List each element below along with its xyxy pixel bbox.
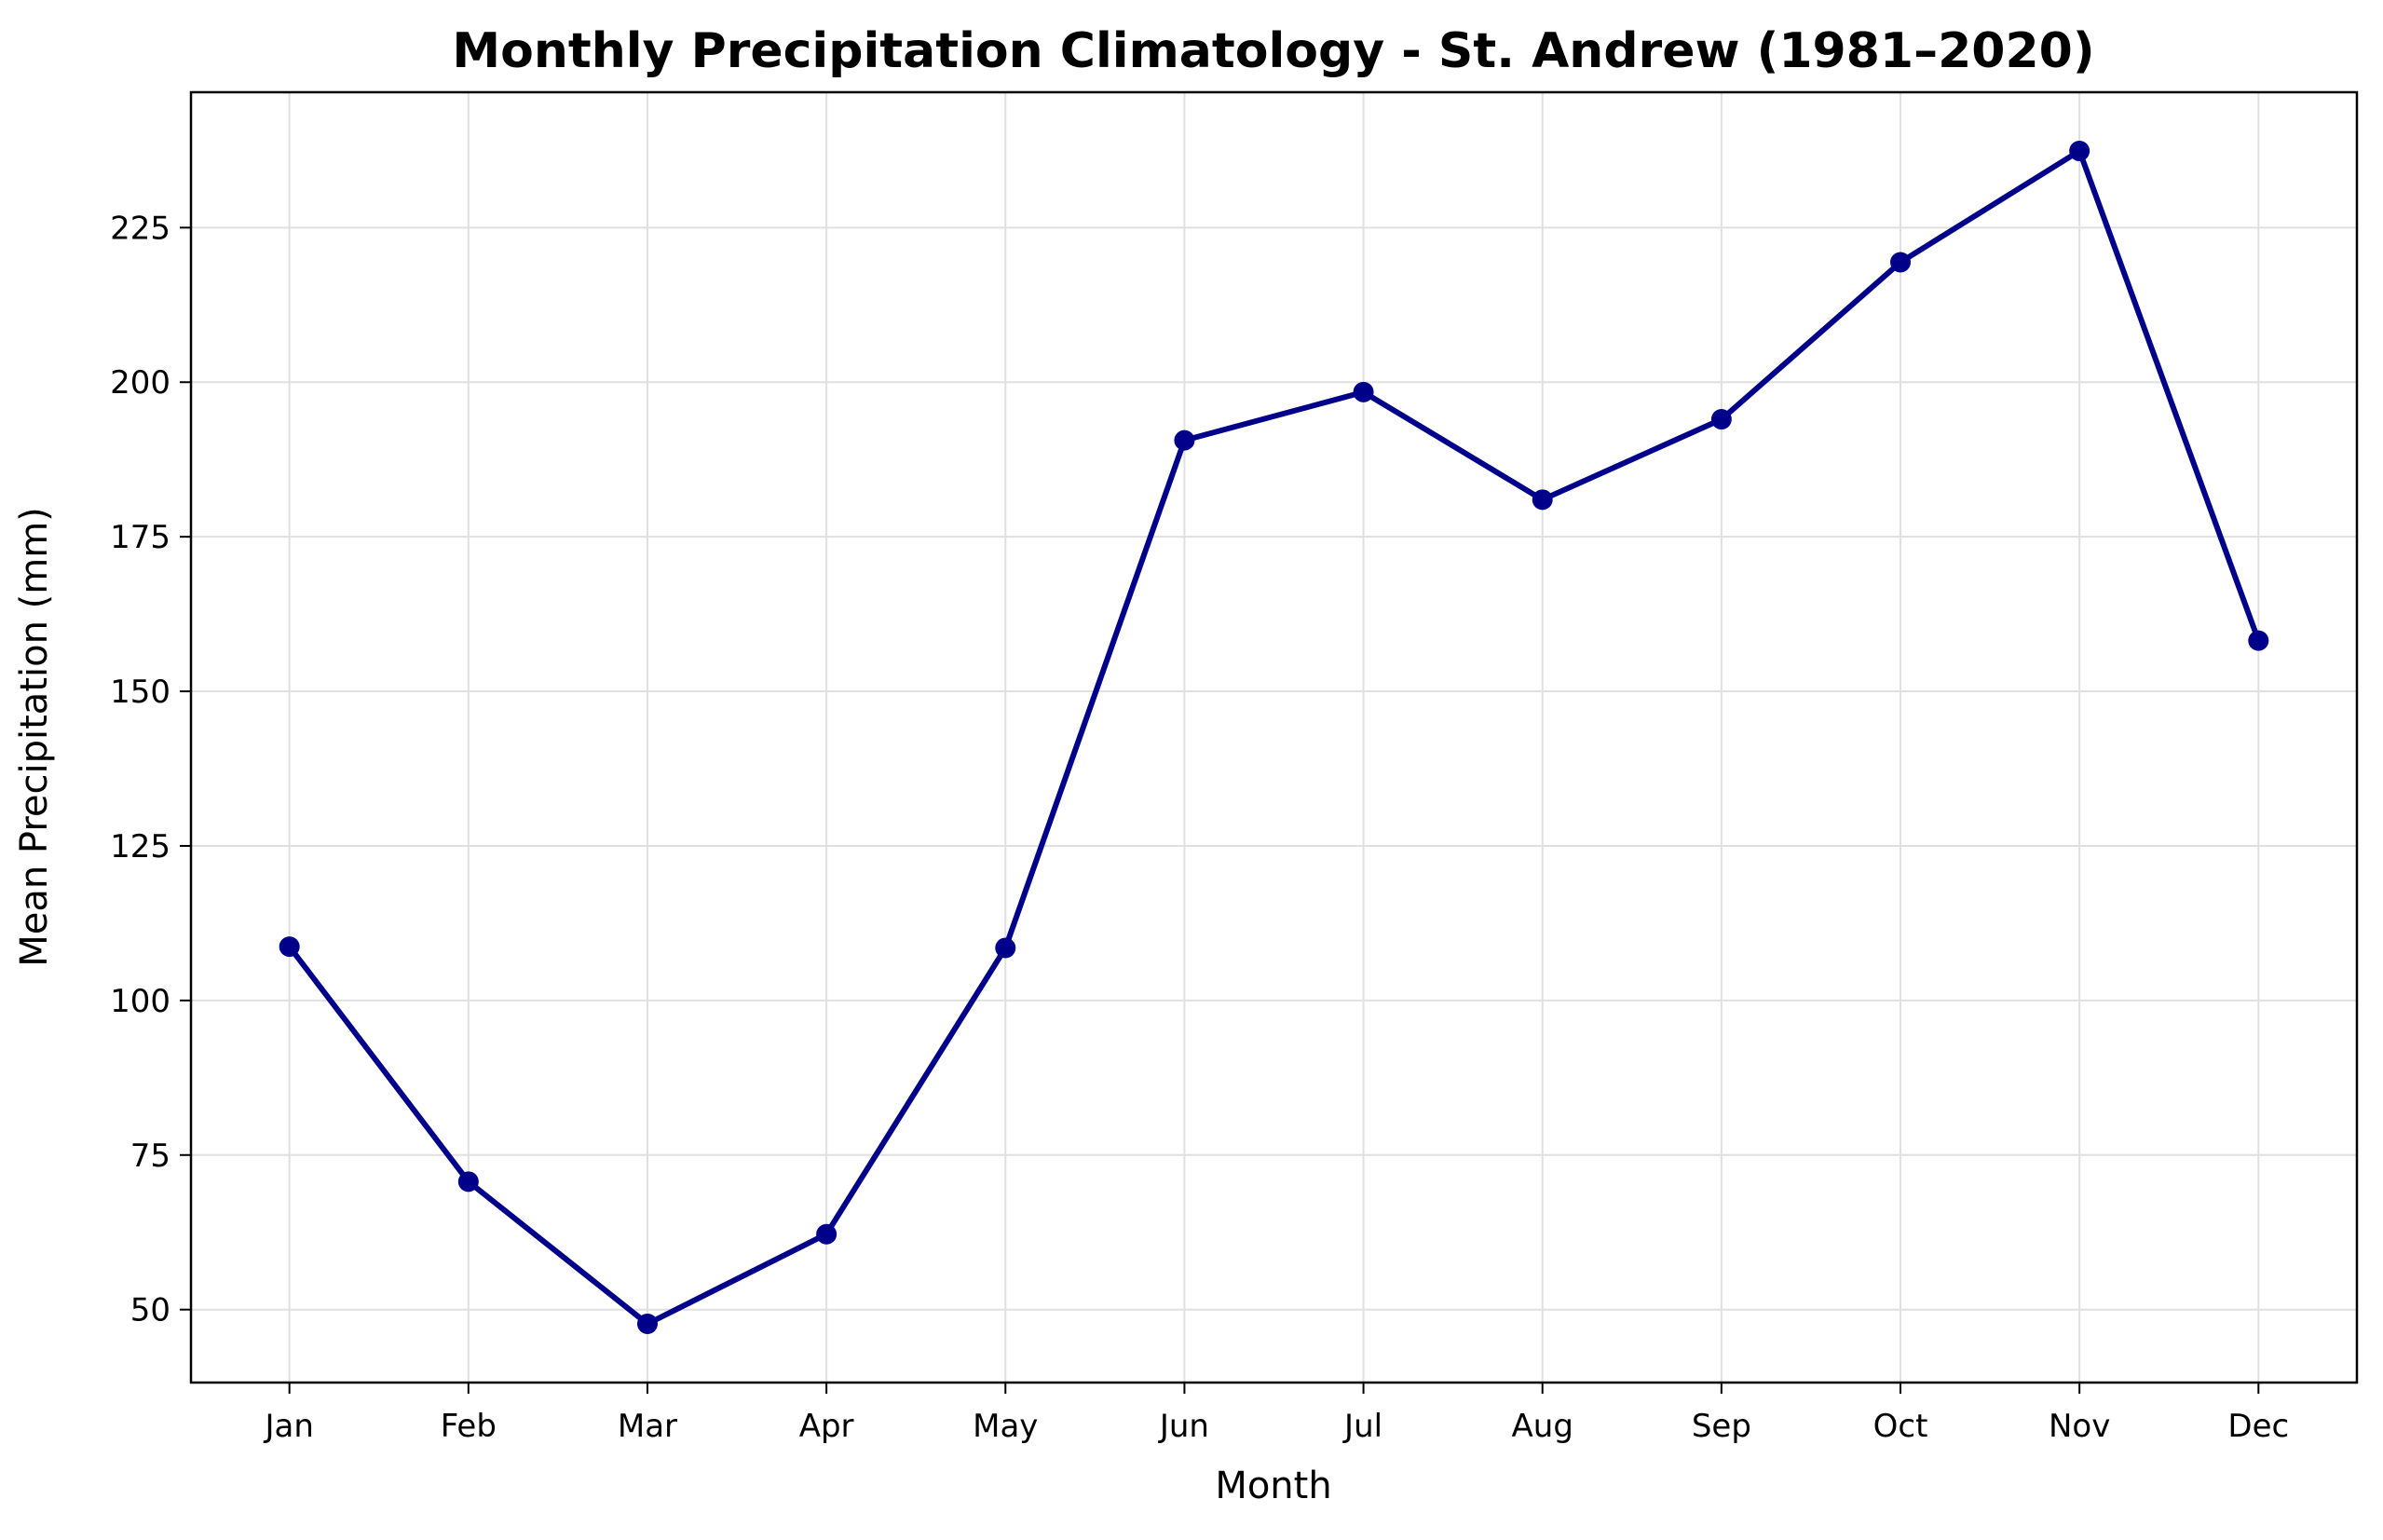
data-point xyxy=(1532,489,1553,511)
data-point xyxy=(2069,141,2090,162)
x-tick-label: Mar xyxy=(618,1408,677,1445)
x-tick-label: Jul xyxy=(1342,1408,1382,1445)
data-point xyxy=(2248,630,2269,651)
data-point xyxy=(1353,381,1374,402)
x-tick-label: Oct xyxy=(1873,1408,1928,1445)
data-point xyxy=(1710,409,1732,430)
x-tick-label: Jun xyxy=(1158,1408,1209,1445)
x-tick-label: Dec xyxy=(2227,1408,2289,1445)
data-point xyxy=(1890,252,1912,273)
data-point xyxy=(1174,429,1195,451)
x-tick-label: Aug xyxy=(1512,1408,1573,1445)
x-tick-label: Apr xyxy=(799,1408,854,1445)
axis-ticks: Jan Feb Mar Apr May Jun Jul Aug Sep Oct Nov Dec 50 75… xyxy=(110,210,2289,1445)
data-point xyxy=(279,936,300,958)
x-tick-label: Nov xyxy=(2049,1408,2110,1445)
x-tick-label: Jan xyxy=(263,1408,313,1445)
x-tick-label: Sep xyxy=(1692,1408,1751,1445)
y-tick-label: 175 xyxy=(110,519,170,556)
x-tick-label: May xyxy=(973,1408,1038,1445)
data-point xyxy=(457,1171,479,1192)
data-point xyxy=(995,937,1016,959)
y-tick-label: 200 xyxy=(110,364,170,402)
x-tick-label: Feb xyxy=(441,1408,497,1445)
y-tick-label: 75 xyxy=(130,1138,170,1175)
plot-area-frame xyxy=(189,90,2359,1384)
y-tick-label: 225 xyxy=(110,210,170,247)
x-axis-label: Month xyxy=(1215,1465,1331,1507)
series-layer xyxy=(279,141,2269,1334)
y-tick-label: 100 xyxy=(110,983,170,1020)
series-line xyxy=(286,148,2262,1327)
grid-lines xyxy=(191,92,2357,1383)
y-tick-label: 125 xyxy=(110,828,170,865)
y-tick-label: 50 xyxy=(130,1292,170,1329)
data-point xyxy=(636,1313,658,1334)
y-axis-label: Mean Precipitation (mm) xyxy=(13,507,56,967)
data-point xyxy=(816,1223,837,1245)
y-tick-label: 150 xyxy=(110,674,170,711)
chart-title: Monthly Precipitation Climatology - St. … xyxy=(452,23,2094,79)
